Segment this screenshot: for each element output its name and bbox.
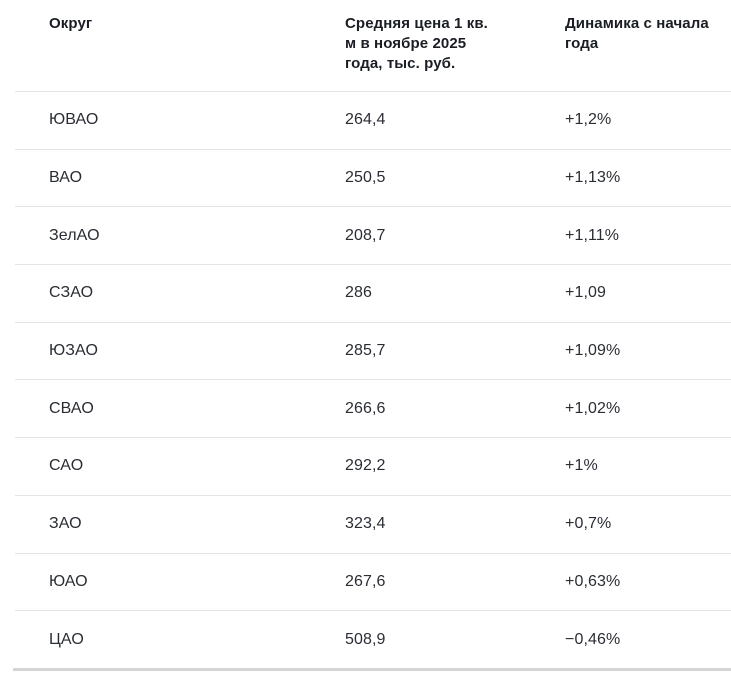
table-row: СВАО 266,6 +1,02% — [15, 379, 731, 437]
table-row: ЮЗАО 285,7 +1,09% — [15, 321, 731, 380]
price-cell: 267,6 — [345, 572, 386, 590]
change-cell: +0,63% — [565, 572, 621, 590]
column-header-price-label: Средняя цена 1 кв. м в ноябре 2025 года,… — [345, 15, 488, 72]
table-row: ЮВАО 264,4 +1,2% — [15, 91, 731, 149]
column-header-price: Средняя цена 1 кв. м в ноябре 2025 года,… — [345, 14, 565, 74]
district-cell: СЗАО — [49, 284, 94, 302]
table-header-row: Округ Средняя цена 1 кв. м в ноябре 2025… — [15, 0, 731, 91]
table-row: САО 292,2 +1% — [15, 437, 731, 495]
column-header-district-label: Округ — [49, 15, 93, 32]
table-row: ЗАО 323,4 +0,7% — [15, 494, 731, 553]
column-header-district: Округ — [49, 14, 345, 34]
change-cell: +1,09 — [565, 284, 606, 302]
price-cell: 208,7 — [345, 226, 386, 244]
change-cell: +1,2% — [565, 111, 612, 129]
change-cell: +1,11% — [565, 226, 620, 244]
price-cell: 286 — [345, 284, 372, 302]
change-cell: −0,46% — [565, 630, 621, 648]
price-cell: 285,7 — [345, 342, 386, 360]
district-cell: ЮЗАО — [49, 342, 98, 360]
change-cell: +1,13% — [565, 169, 621, 187]
column-header-change: Динамика с начала года — [565, 14, 731, 54]
district-cell: ЗелАО — [49, 226, 100, 244]
change-cell: +0,7% — [565, 515, 612, 533]
district-cell: ЗАО — [49, 515, 82, 533]
table-row: ВАО 250,5 +1,13% — [15, 148, 731, 207]
change-cell: +1% — [565, 457, 598, 475]
change-cell: +1,09% — [565, 342, 621, 360]
price-cell: 323,4 — [345, 515, 386, 533]
price-cell: 508,9 — [345, 630, 386, 648]
district-cell: ЮВАО — [49, 111, 99, 129]
column-header-change-label: Динамика с начала года — [565, 15, 709, 52]
district-cell: ЮАО — [49, 572, 88, 590]
price-cell: 292,2 — [345, 457, 386, 475]
district-cell: СВАО — [49, 399, 94, 417]
table-row: ЗелАО 208,7 +1,11% — [15, 206, 731, 264]
table-row: ЦАО 508,9 −0,46% — [15, 610, 731, 668]
district-cell: ЦАО — [49, 630, 84, 648]
table-bottom-border — [13, 667, 731, 671]
price-cell: 250,5 — [345, 169, 386, 187]
table-row: СЗАО 286 +1,09 — [15, 264, 731, 322]
price-cell: 266,6 — [345, 399, 386, 417]
price-cell: 264,4 — [345, 111, 386, 129]
district-cell: ВАО — [49, 169, 83, 187]
district-cell: САО — [49, 457, 84, 475]
table-row: ЮАО 267,6 +0,63% — [15, 552, 731, 611]
change-cell: +1,02% — [565, 399, 621, 417]
